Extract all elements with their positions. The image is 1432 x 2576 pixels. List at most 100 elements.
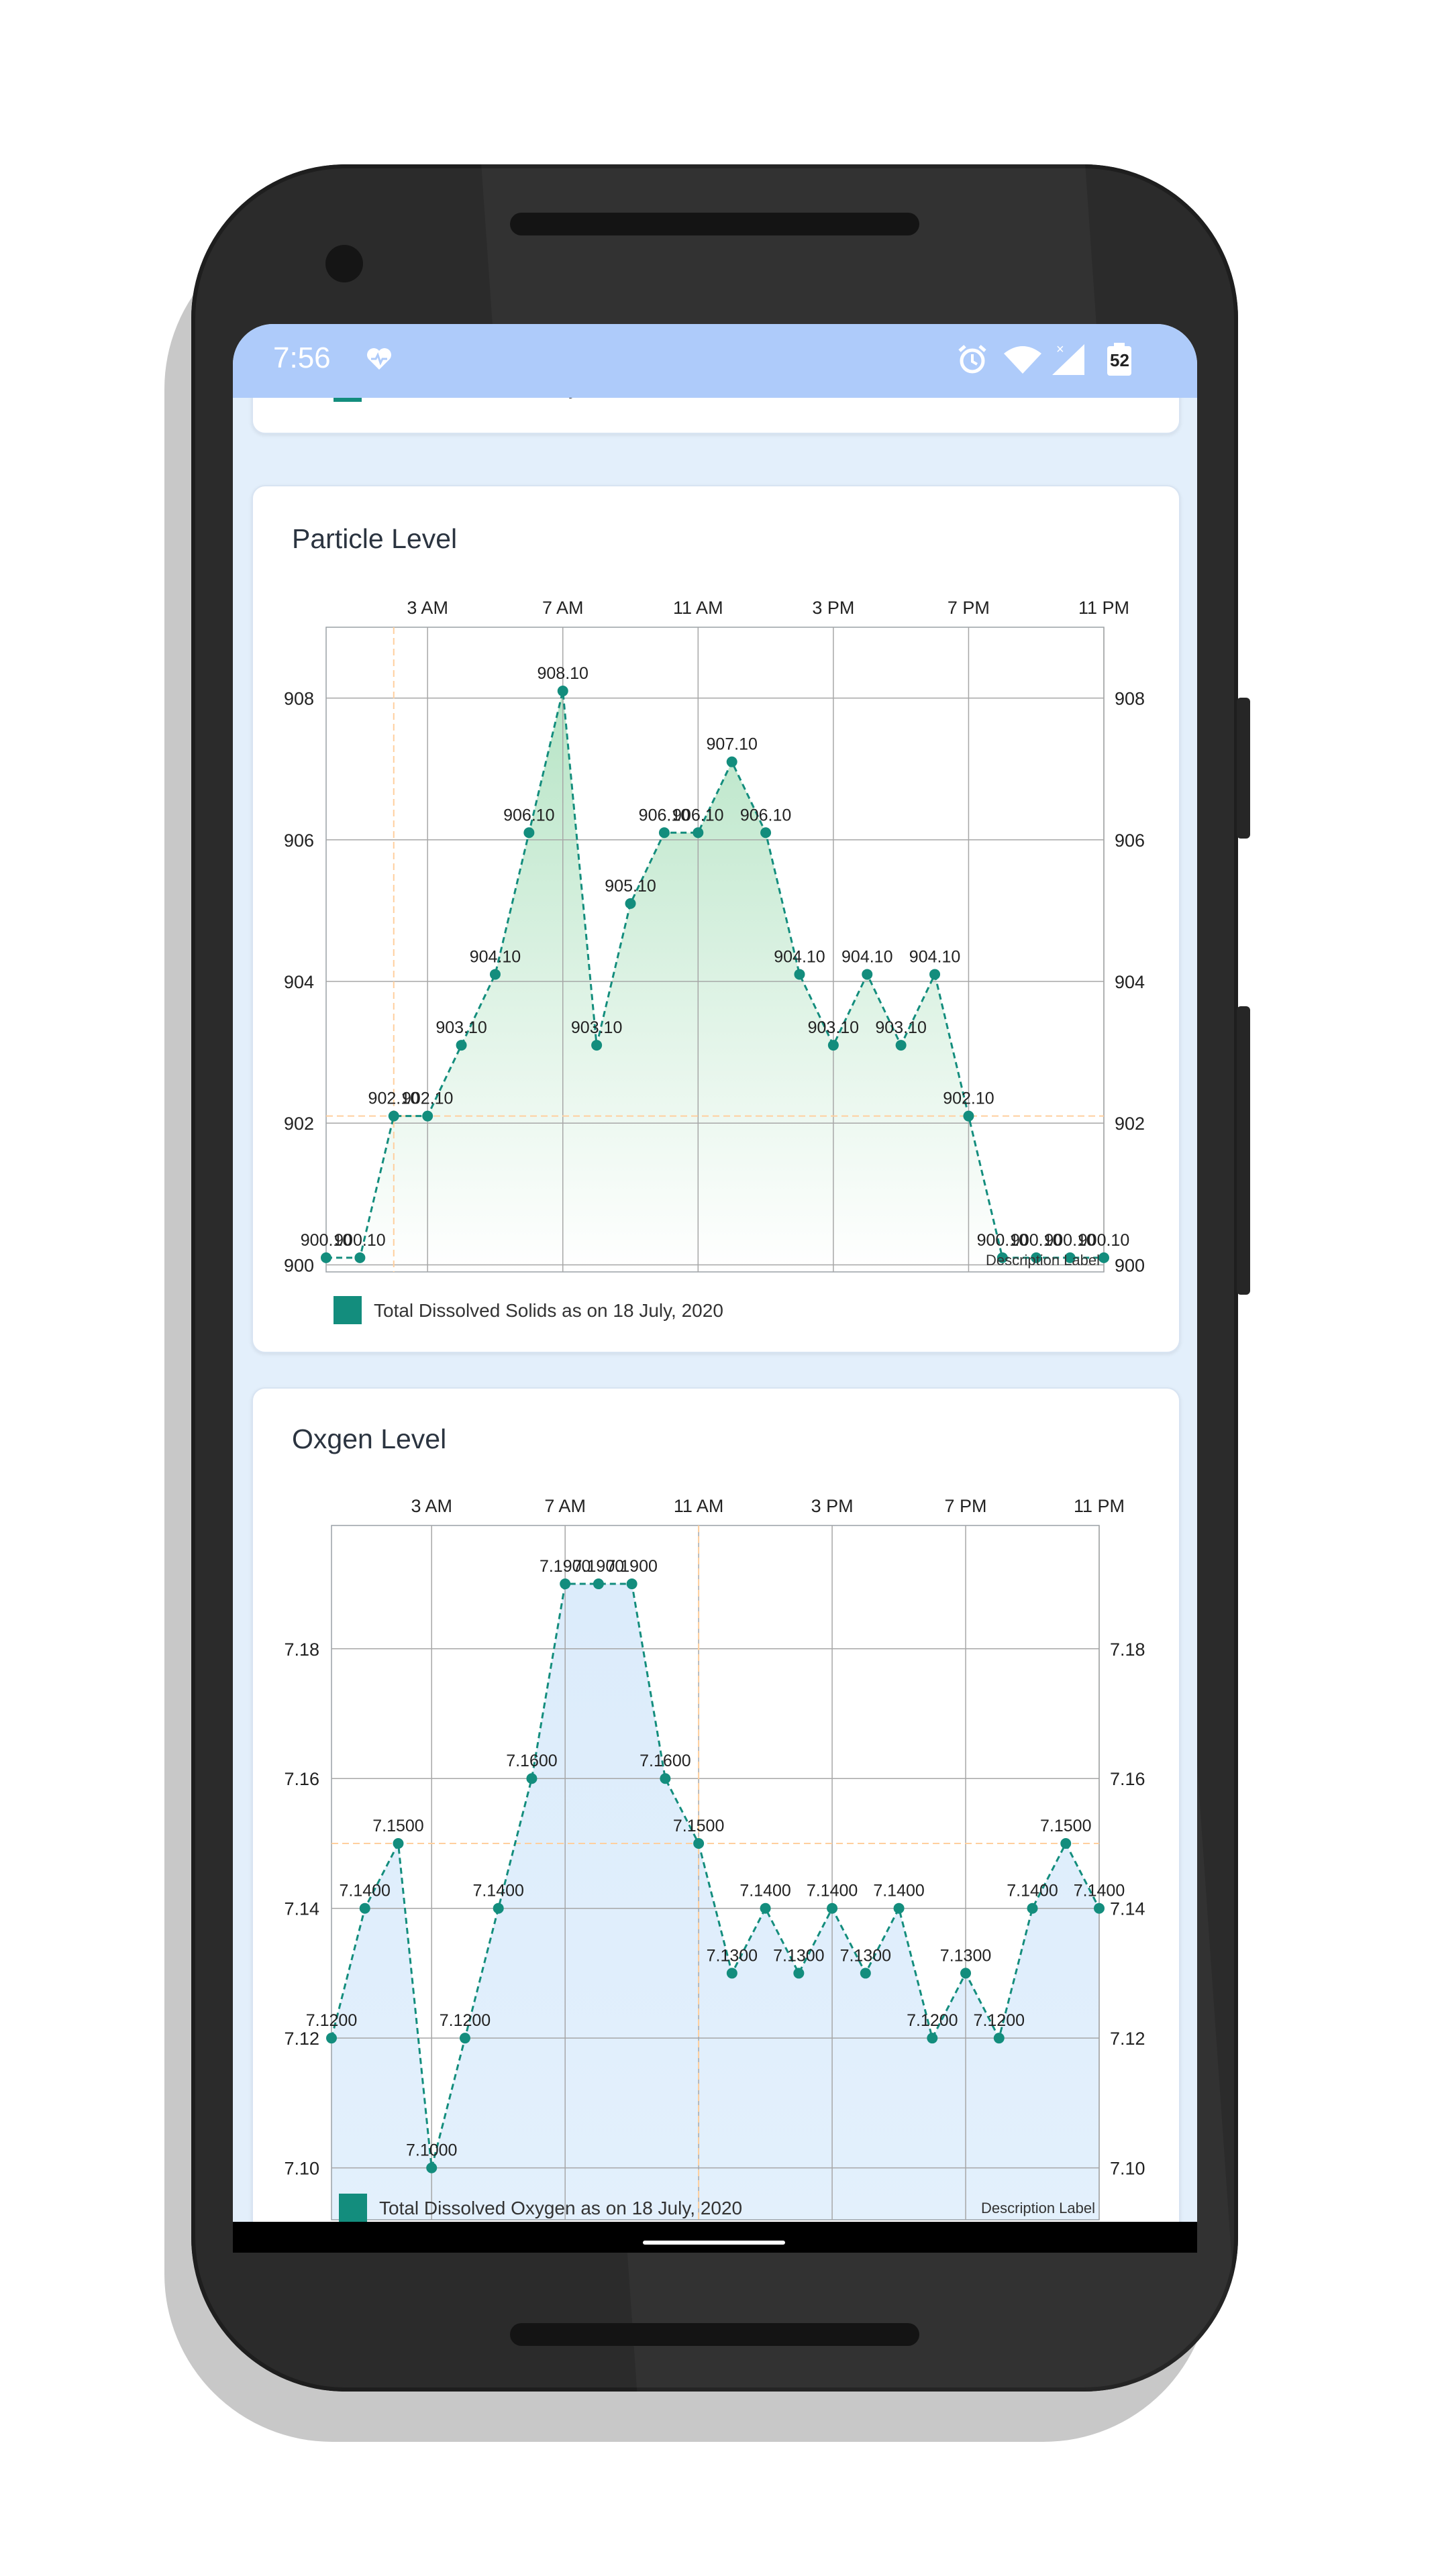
heart-rate-icon	[366, 347, 393, 374]
data-point	[895, 1040, 907, 1051]
data-point	[493, 1902, 504, 1914]
data-value-label: 7.1900	[540, 1557, 591, 1576]
data-value-label: 902.10	[368, 1089, 419, 1108]
y-tick-label-right: 7.12	[1110, 2029, 1145, 2049]
data-point	[354, 1252, 366, 1263]
data-point	[326, 2033, 337, 2044]
data-point	[1031, 1252, 1042, 1263]
y-tick-label-left: 908	[284, 689, 314, 709]
navigation-bar	[233, 2222, 1197, 2253]
data-value-label: 7.1400	[873, 1882, 924, 1900]
data-value-label: 7.1200	[974, 2011, 1025, 2030]
x-tick-label: 3 AM	[407, 598, 448, 618]
data-value-label: 7.1500	[1040, 1817, 1091, 1835]
y-tick-label-right: 906	[1115, 830, 1145, 851]
x-tick-label: 3 AM	[411, 1496, 452, 1516]
data-value-label: 903.10	[875, 1018, 926, 1037]
data-value-label: 903.10	[808, 1018, 859, 1037]
particle-legend-label: Total Dissolved Solids as on 18 July, 20…	[374, 1300, 723, 1321]
data-point	[591, 1040, 603, 1051]
home-gesture-handle[interactable]	[643, 2241, 785, 2245]
data-value-label: 7.1200	[907, 2011, 958, 2030]
data-value-label: 7.1400	[1074, 1882, 1125, 1900]
power-button[interactable]	[1237, 698, 1250, 839]
data-value-label: 900.10	[977, 1231, 1028, 1250]
data-point	[489, 969, 501, 980]
data-value-label: 7.1900	[606, 1557, 657, 1576]
data-value-label: 906.10	[639, 806, 690, 824]
data-point	[523, 827, 535, 839]
alarm-icon	[956, 343, 989, 380]
data-value-label: 903.10	[436, 1018, 487, 1037]
front-camera	[325, 245, 363, 282]
data-value-label: 7.1300	[940, 1946, 991, 1965]
data-value-label: 7.1500	[673, 1817, 724, 1835]
data-value-label: 906.10	[740, 806, 791, 824]
x-tick-label: 3 PM	[812, 598, 854, 618]
volume-rocker[interactable]	[1237, 1006, 1250, 1295]
y-tick-label-left: 906	[284, 830, 314, 851]
battery-level-text: 52	[1110, 350, 1129, 370]
data-point	[422, 1110, 433, 1122]
y-tick-label-left: 7.18	[284, 1640, 319, 1660]
data-point	[658, 827, 670, 839]
card-title: Particle Level	[292, 523, 458, 554]
data-value-label: 7.1600	[640, 1752, 691, 1770]
data-point	[726, 756, 737, 767]
x-tick-label: 7 AM	[542, 598, 584, 618]
data-point	[359, 1902, 370, 1914]
data-point	[927, 2033, 938, 2044]
data-value-label: 7.1200	[440, 2011, 491, 2030]
series-line	[330, 1582, 1101, 2168]
data-value-label: 903.10	[571, 1018, 622, 1037]
oxygen-legend-swatch	[339, 2194, 367, 2222]
y-tick-label-left: 7.16	[284, 1769, 319, 1789]
data-value-label: 907.10	[706, 735, 757, 754]
data-point	[456, 1040, 467, 1051]
y-tick-label-right: 902	[1115, 1114, 1145, 1134]
data-value-label: 906.10	[672, 806, 723, 824]
data-value-label: 7.1400	[472, 1882, 523, 1900]
data-point	[726, 1968, 737, 1979]
x-tick-label: 11 AM	[674, 1496, 724, 1516]
data-value-label: 904.10	[909, 947, 960, 966]
data-point	[760, 1902, 771, 1914]
data-value-label: 7.1600	[506, 1752, 557, 1770]
y-tick-label-right: 908	[1115, 689, 1145, 709]
status-icons: × 52	[956, 342, 1164, 376]
data-point	[557, 686, 568, 697]
data-value-label: 902.10	[943, 1089, 994, 1108]
earpiece-speaker	[510, 213, 919, 235]
data-point	[426, 2162, 438, 2174]
y-tick-label-right: 7.14	[1110, 1899, 1145, 1919]
data-value-label: 7.1400	[1007, 1882, 1058, 1900]
status-time: 7:56	[273, 341, 331, 374]
data-value-label: 908.10	[538, 664, 589, 683]
data-value-label: 900.10	[1044, 1231, 1095, 1250]
data-point	[1094, 1902, 1105, 1914]
data-point	[1027, 1902, 1038, 1914]
data-point	[827, 1902, 838, 1914]
data-point	[827, 1040, 839, 1051]
data-point	[1060, 1837, 1072, 1849]
bottom-speaker	[510, 2323, 919, 2346]
cellular-signal-icon: ×	[1050, 342, 1090, 380]
data-value-label: 7.1900	[573, 1557, 624, 1576]
particle-level-card: Particle Level 900 900 902 902 904 904 906 906 9…	[252, 485, 1180, 1353]
status-bar: 7:56	[233, 324, 1197, 398]
data-point	[793, 1968, 805, 1979]
y-tick-label-left: 7.12	[284, 2029, 319, 2049]
data-value-label: 902.10	[402, 1089, 453, 1108]
data-value-label: 905.10	[605, 877, 656, 896]
data-value-label: 904.10	[470, 947, 521, 966]
data-point	[963, 1110, 974, 1122]
data-value-label: 7.1300	[707, 1946, 758, 1965]
data-point	[693, 1837, 705, 1849]
data-point	[625, 898, 636, 909]
data-value-label: 900.10	[1011, 1231, 1062, 1250]
card-title: Oxgen Level	[292, 1424, 447, 1454]
oxygen-level-card: Oxgen Level 7.10 7.10 7.12 7.12 7.14 7.14 7.16…	[252, 1387, 1180, 2253]
data-point	[993, 2033, 1005, 2044]
data-point	[929, 969, 941, 980]
data-point	[393, 1837, 404, 1849]
